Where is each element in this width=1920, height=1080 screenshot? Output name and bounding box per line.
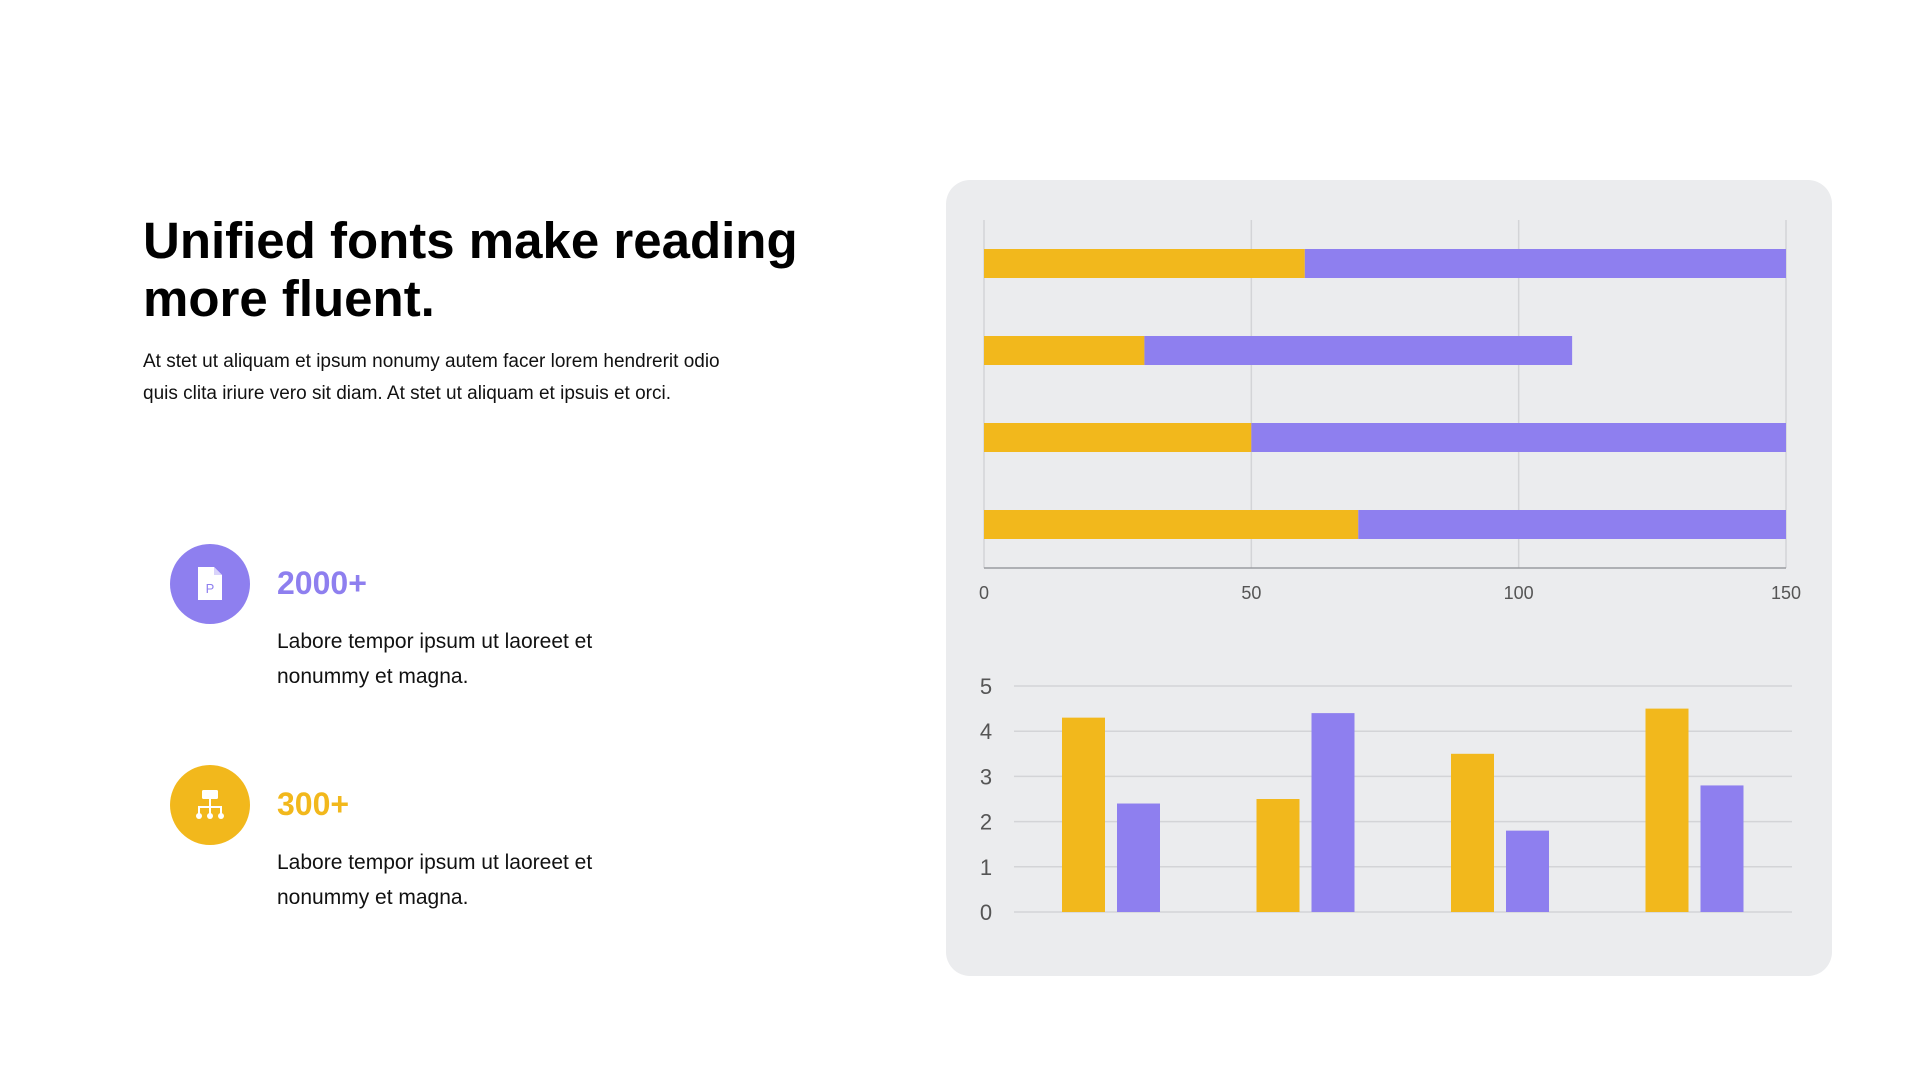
bar bbox=[1700, 785, 1744, 912]
stat-item-structure: 300+ Labore tempor ipsum ut laoreet et n… bbox=[170, 765, 730, 925]
chart-panel: 0 50 100 150 0 1 2 3 4 5 bbox=[946, 180, 1832, 976]
stat-description: Labore tempor ipsum ut laoreet et nonumm… bbox=[277, 624, 677, 694]
bar bbox=[1451, 753, 1494, 912]
stat-description: Labore tempor ipsum ut laoreet et nonumm… bbox=[277, 845, 677, 915]
intro-line-1: At stet ut aliquam et ipsum nonumy autem… bbox=[143, 351, 720, 372]
page-title-line-1: Unified fonts make reading bbox=[143, 212, 798, 269]
y-tick-label: 4 bbox=[980, 719, 992, 744]
stat-value: 300+ bbox=[277, 786, 350, 822]
document-icon: P bbox=[170, 544, 250, 624]
bar-segment bbox=[1304, 249, 1786, 278]
stat-description-line-2: nonummy et magna. bbox=[277, 886, 469, 909]
intro-paragraph: At stet ut aliquam et ipsum nonumy autem… bbox=[143, 346, 803, 410]
bar bbox=[1256, 799, 1300, 912]
page-title: Unified fonts make reading more fluent. bbox=[143, 212, 843, 328]
stat-description-line-2: nonummy et magna. bbox=[277, 665, 469, 688]
bar bbox=[1311, 713, 1355, 912]
y-tick-label: 3 bbox=[980, 764, 992, 789]
stat-value: 2000+ bbox=[277, 565, 367, 601]
stat-item-documents: P 2000+ Labore tempor ipsum ut laoreet e… bbox=[170, 544, 730, 704]
y-tick-label: 2 bbox=[980, 810, 992, 835]
x-tick-label: 50 bbox=[1241, 583, 1261, 603]
bar bbox=[1117, 803, 1160, 912]
y-tick-label: 1 bbox=[980, 855, 992, 880]
bar-segment bbox=[984, 510, 1359, 539]
horizontal-stacked-bar-chart: 0 50 100 150 bbox=[979, 220, 1801, 603]
x-tick-label: 150 bbox=[1771, 583, 1801, 603]
bar bbox=[1645, 708, 1689, 912]
svg-text:P: P bbox=[206, 581, 215, 596]
y-tick-label: 5 bbox=[980, 674, 992, 699]
x-tick-label: 0 bbox=[979, 583, 989, 603]
page-title-line-2: more fluent. bbox=[143, 270, 435, 327]
bar-segment bbox=[1358, 510, 1786, 539]
bar bbox=[1062, 717, 1105, 912]
bar-segment bbox=[984, 249, 1305, 278]
stat-description-line-1: Labore tempor ipsum ut laoreet et bbox=[277, 851, 593, 874]
vertical-grouped-bar-chart: 0 1 2 3 4 5 bbox=[980, 674, 1792, 925]
bar-segment bbox=[1251, 423, 1786, 452]
bar bbox=[1506, 830, 1549, 912]
y-tick-label: 0 bbox=[980, 900, 992, 925]
stat-description-line-1: Labore tempor ipsum ut laoreet et bbox=[277, 630, 593, 653]
bar-segment bbox=[1144, 336, 1573, 365]
x-tick-label: 100 bbox=[1504, 583, 1534, 603]
bar-segment bbox=[984, 336, 1145, 365]
bar-segment bbox=[984, 423, 1252, 452]
org-chart-icon bbox=[170, 765, 250, 845]
intro-line-2: quis clita iriure vero sit diam. At stet… bbox=[143, 383, 671, 404]
